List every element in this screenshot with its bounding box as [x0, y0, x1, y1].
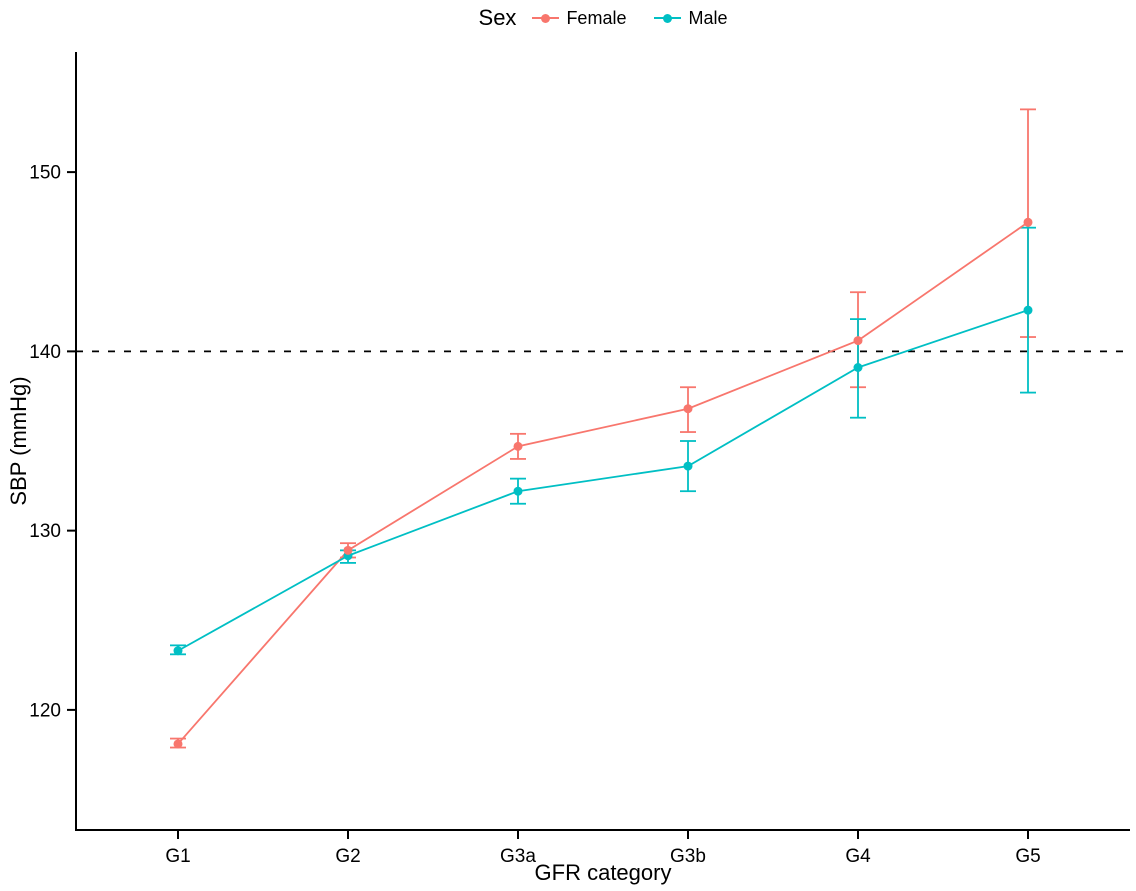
series-male-line — [177, 309, 1029, 652]
y-tick-label: 140 — [29, 342, 61, 363]
data-point — [1023, 217, 1033, 227]
legend-entry-female: Female — [532, 8, 626, 29]
series-male-errorbars — [170, 226, 1036, 656]
x-tick-label: G4 — [845, 846, 871, 867]
male-key-dot — [663, 13, 673, 23]
x-tick-label: G2 — [335, 846, 360, 867]
legend: Sex Female Male — [76, 4, 1130, 32]
data-point — [853, 363, 863, 373]
data-point — [683, 404, 693, 414]
y-tick-label: 130 — [29, 521, 61, 542]
data-point — [513, 441, 523, 451]
data-point — [853, 336, 863, 346]
legend-title: Sex — [478, 5, 517, 30]
x-tick-label: G1 — [165, 846, 190, 867]
female-key-icon — [532, 10, 560, 27]
x-tick-label: G3b — [670, 846, 706, 867]
x-tick-label: G3a — [500, 846, 536, 867]
x-tick-label: G5 — [1015, 846, 1040, 867]
data-point — [683, 461, 693, 471]
series-female-points — [173, 217, 1033, 749]
data-point — [513, 486, 523, 496]
male-key-icon — [654, 10, 682, 27]
y-tick-label: 120 — [29, 700, 61, 721]
data-point — [343, 545, 353, 555]
legend-entry-male: Male — [654, 8, 727, 29]
chart-plot-area: 120 130 140 150 G1 G2 G3a G3b G4 G5 — [29, 52, 1130, 867]
x-axis-title: GFR category — [535, 860, 672, 885]
data-point — [173, 646, 183, 656]
data-point — [173, 739, 183, 749]
data-point — [1023, 305, 1033, 315]
y-axis-title: SBP (mmHg) — [6, 376, 31, 505]
legend-label-female: Female — [566, 7, 627, 28]
y-tick-label: 150 — [29, 163, 61, 184]
female-key-dot — [541, 13, 551, 23]
series-female-line — [177, 221, 1029, 745]
legend-label-male: Male — [688, 7, 728, 28]
